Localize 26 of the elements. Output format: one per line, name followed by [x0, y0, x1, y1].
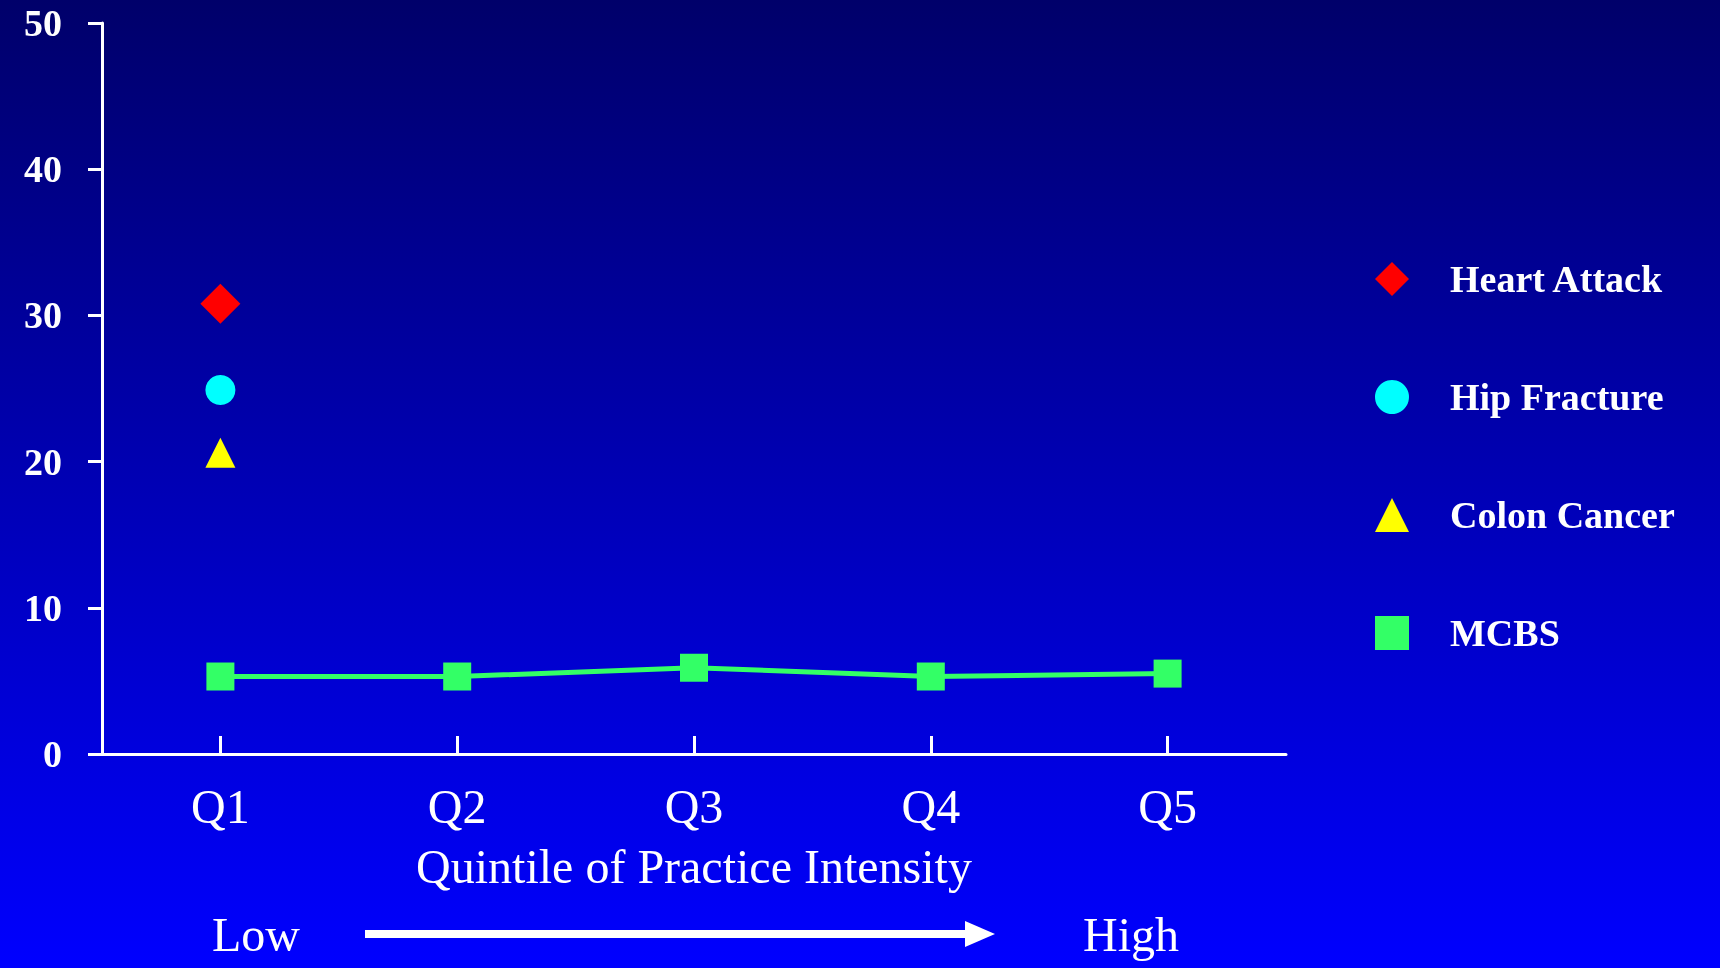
x-tick-label: Q5	[1138, 779, 1197, 833]
point	[916, 662, 945, 691]
x-tick-label: Q1	[191, 779, 250, 833]
legend-label: Colon Cancer	[1450, 494, 1675, 536]
text: High	[1083, 907, 1179, 961]
text: Low	[212, 907, 301, 961]
y-tick-label: 10	[24, 586, 62, 629]
legend-label: Hip Fracture	[1450, 376, 1664, 418]
y-tick-label: 50	[24, 2, 62, 44]
x-axis-title: Quintile of Practice Intensity	[416, 839, 972, 893]
legend-label: Heart Attack	[1450, 258, 1663, 300]
point	[680, 653, 708, 682]
point	[1153, 659, 1182, 688]
x-tick-label: Q2	[427, 779, 487, 833]
y-tick-label: 30	[24, 294, 62, 337]
point	[205, 374, 236, 405]
y-tick-label: 0	[43, 733, 62, 775]
point	[206, 662, 235, 691]
legend-label: MCBS	[1450, 612, 1560, 654]
y-tick-label: 20	[24, 440, 62, 483]
y-tick-label: 40	[24, 148, 62, 191]
point	[205, 437, 236, 468]
point	[443, 662, 472, 691]
point	[200, 283, 241, 324]
x-tick-label: Q4	[901, 779, 961, 833]
x-tick-label: Q3	[664, 779, 724, 833]
